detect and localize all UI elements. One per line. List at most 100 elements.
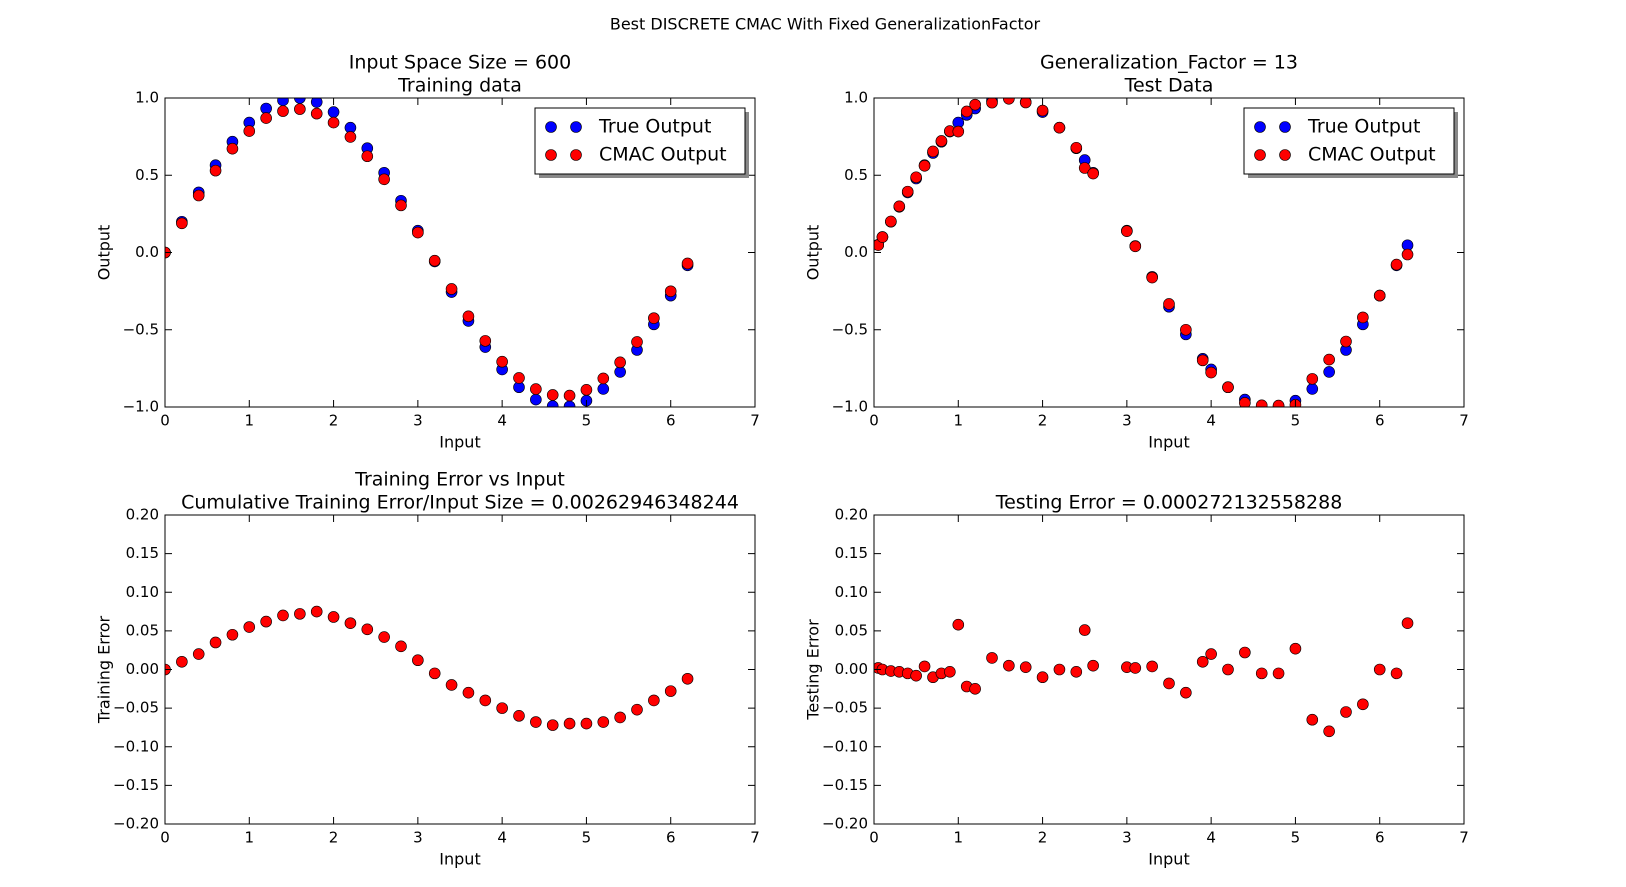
point [546, 389, 559, 401]
x-tick-label: 3 [1122, 829, 1132, 847]
legend-box [1243, 107, 1455, 175]
point [1019, 98, 1032, 109]
y-tick-label: 0.15 [835, 544, 868, 562]
legend-marker [1254, 121, 1266, 133]
point [1323, 725, 1335, 738]
point [960, 105, 973, 118]
point [1239, 646, 1251, 659]
point [952, 618, 965, 631]
x-tick-label: 1 [245, 412, 255, 430]
legend-label: CMAC Output [599, 144, 727, 166]
point [648, 694, 660, 707]
point [876, 231, 889, 243]
y-tick-label: −0.15 [113, 776, 159, 794]
subplot-title: Input Space Size = 600 [349, 52, 571, 74]
point [530, 716, 542, 728]
point [479, 335, 492, 347]
point [1036, 104, 1049, 117]
y-axis-label: Testing Error [804, 619, 823, 721]
point [969, 98, 981, 111]
point [1390, 667, 1403, 680]
x-tick-label: 5 [1291, 412, 1301, 430]
point [910, 669, 922, 682]
point [530, 393, 542, 406]
point [260, 112, 272, 124]
point [209, 636, 222, 649]
point [1306, 713, 1319, 726]
point [1180, 323, 1192, 336]
point [1146, 660, 1158, 673]
y-tick-label: 0.0 [844, 243, 868, 261]
point [1306, 383, 1319, 395]
point [462, 686, 475, 699]
x-tick-label: 0 [160, 412, 170, 430]
point [614, 711, 626, 724]
point [1272, 667, 1285, 680]
point [412, 654, 424, 667]
y-tick-label: −0.5 [123, 320, 159, 338]
point [1390, 258, 1403, 271]
point [428, 254, 441, 267]
point [243, 125, 256, 137]
point [893, 200, 906, 213]
point [935, 135, 948, 147]
point [1401, 248, 1414, 261]
point [378, 631, 390, 643]
point [563, 389, 576, 402]
point [910, 171, 922, 184]
x-tick-label: 6 [1375, 829, 1385, 847]
point [1289, 642, 1302, 655]
point [412, 226, 424, 239]
x-tick-label: 0 [160, 829, 170, 847]
point [1146, 271, 1158, 284]
legend-marker [1254, 149, 1266, 161]
legend-label: CMAC Output [1308, 144, 1436, 166]
point [1196, 354, 1209, 367]
y-tick-label: −0.10 [822, 737, 868, 755]
series [874, 617, 1414, 738]
x-tick-label: 0 [869, 412, 879, 430]
point [277, 609, 289, 622]
point [1087, 167, 1099, 180]
y-axis-label: Output [804, 225, 823, 281]
y-tick-label: −1.0 [123, 398, 159, 416]
y-tick-label: 0.20 [126, 506, 159, 524]
point [1163, 298, 1175, 310]
point [176, 655, 188, 668]
point [681, 257, 694, 270]
y-tick-label: 0.20 [835, 506, 868, 524]
subplot-title: Generalization_Factor = 13 [1040, 52, 1298, 74]
y-tick-label: 0.10 [126, 583, 159, 601]
point [918, 660, 931, 673]
point [1255, 399, 1268, 407]
point [1357, 698, 1369, 711]
point [648, 312, 660, 324]
point [1239, 397, 1251, 407]
y-tick-label: −0.20 [822, 815, 868, 833]
y-tick-label: 0.0 [135, 243, 159, 261]
x-tick-label: 2 [329, 412, 339, 430]
point [530, 383, 542, 395]
x-tick-label: 4 [1206, 412, 1216, 430]
x-tick-label: 7 [1459, 412, 1469, 430]
figure-title: Best DISCRETE CMAC With Fixed Generaliza… [610, 15, 1041, 34]
x-tick-label: 3 [413, 829, 423, 847]
point [597, 383, 610, 395]
point [192, 648, 205, 660]
point [546, 719, 559, 731]
point [294, 103, 306, 115]
x-tick-label: 6 [1375, 412, 1385, 430]
subplot-subtitle: Training data [397, 75, 522, 97]
legend-marker [1279, 149, 1291, 161]
y-tick-label: 1.0 [135, 89, 159, 107]
y-tick-label: −0.20 [113, 815, 159, 833]
x-tick-label: 0 [869, 829, 879, 847]
y-axis-label: Output [95, 225, 114, 281]
point [1323, 366, 1335, 378]
point [209, 164, 222, 177]
point [901, 185, 914, 198]
point [1180, 686, 1192, 699]
point [243, 621, 256, 633]
point [260, 615, 272, 628]
